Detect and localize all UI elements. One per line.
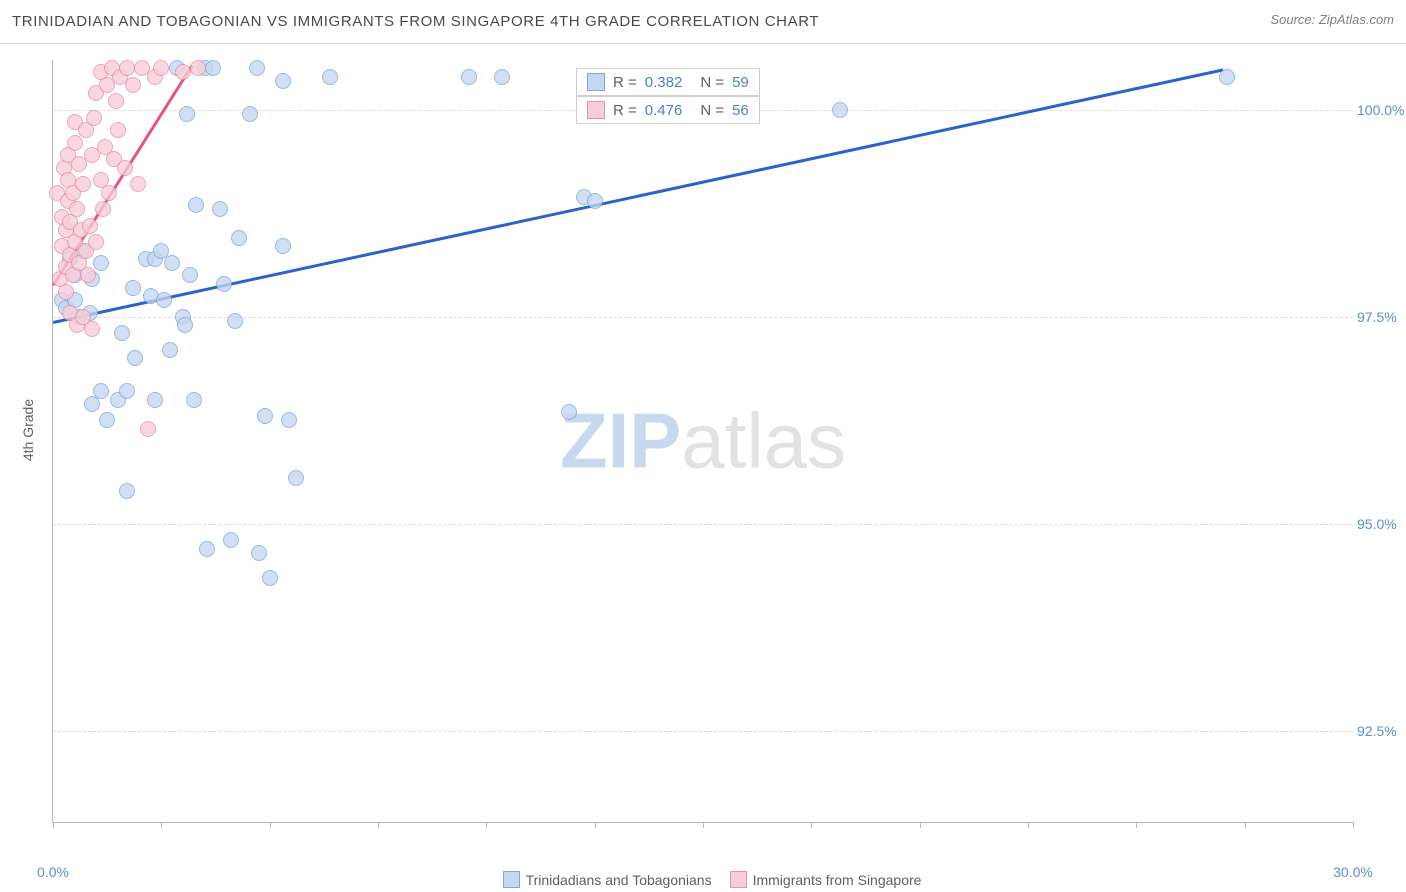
watermark: ZIPatlas (560, 396, 846, 487)
data-point-blue (249, 60, 265, 76)
plot-area: ZIPatlas 92.5%95.0%97.5%100.0%0.0%30.0%R… (52, 60, 1353, 823)
data-point-blue (231, 230, 247, 246)
data-point-blue (832, 102, 848, 118)
x-tick (1028, 822, 1029, 828)
data-point-pink (101, 185, 117, 201)
data-point-blue (93, 255, 109, 271)
data-point-blue (164, 255, 180, 271)
data-point-blue (179, 106, 195, 122)
legend-swatch-blue (503, 871, 520, 888)
data-point-blue (147, 392, 163, 408)
bottom-legend: Trinidadians and Tobagonians Immigrants f… (0, 871, 1406, 888)
x-tick (703, 822, 704, 828)
data-point-blue (322, 69, 338, 85)
gridline (53, 524, 1353, 525)
data-point-blue (223, 532, 239, 548)
x-tick (920, 822, 921, 828)
source-label: Source: ZipAtlas.com (1270, 12, 1394, 27)
x-tick (811, 822, 812, 828)
y-tick-label: 92.5% (1357, 723, 1406, 739)
y-tick-label: 97.5% (1357, 309, 1406, 325)
data-point-blue (227, 313, 243, 329)
data-point-blue (281, 412, 297, 428)
x-tick (161, 822, 162, 828)
data-point-pink (84, 321, 100, 337)
data-point-pink (69, 201, 85, 217)
legend-label-blue: Trinidadians and Tobagonians (526, 872, 712, 888)
gridline (53, 731, 1353, 732)
data-point-blue (205, 60, 221, 76)
data-point-pink (140, 421, 156, 437)
data-point-blue (188, 197, 204, 213)
data-point-pink (82, 218, 98, 234)
data-point-blue (262, 570, 278, 586)
x-tick (486, 822, 487, 828)
legend-swatch-pink (730, 871, 747, 888)
data-point-blue (119, 383, 135, 399)
data-point-pink (95, 201, 111, 217)
y-tick-label: 95.0% (1357, 516, 1406, 532)
data-point-blue (99, 412, 115, 428)
data-point-blue (127, 350, 143, 366)
data-point-pink (108, 93, 124, 109)
x-tick (378, 822, 379, 828)
data-point-blue (1219, 69, 1235, 85)
data-point-pink (175, 64, 191, 80)
legend-label-pink: Immigrants from Singapore (753, 872, 922, 888)
data-point-blue (212, 201, 228, 217)
data-point-blue (156, 292, 172, 308)
data-point-blue (162, 342, 178, 358)
x-tick (1353, 822, 1354, 828)
data-point-blue (182, 267, 198, 283)
data-point-pink (67, 135, 83, 151)
y-axis-title: 4th Grade (20, 399, 36, 461)
data-point-pink (86, 110, 102, 126)
data-point-pink (117, 160, 133, 176)
data-point-pink (190, 60, 206, 76)
data-point-blue (125, 280, 141, 296)
data-point-blue (288, 470, 304, 486)
data-point-blue (587, 193, 603, 209)
data-point-blue (177, 317, 193, 333)
data-point-pink (80, 267, 96, 283)
data-point-blue (461, 69, 477, 85)
x-tick (1136, 822, 1137, 828)
data-point-blue (494, 69, 510, 85)
data-point-pink (75, 176, 91, 192)
data-point-blue (275, 238, 291, 254)
x-tick (595, 822, 596, 828)
data-point-blue (242, 106, 258, 122)
x-tick (1245, 822, 1246, 828)
data-point-blue (251, 545, 267, 561)
data-point-blue (119, 483, 135, 499)
data-point-pink (130, 176, 146, 192)
stat-box-pink: R =0.476N =56 (576, 96, 760, 124)
data-point-pink (119, 60, 135, 76)
data-point-blue (216, 276, 232, 292)
gridline (53, 317, 1353, 318)
x-tick (270, 822, 271, 828)
data-point-blue (93, 383, 109, 399)
data-point-blue (275, 73, 291, 89)
data-point-blue (186, 392, 202, 408)
chart-title: TRINIDADIAN AND TOBAGONIAN VS IMMIGRANTS… (12, 13, 819, 30)
data-point-pink (125, 77, 141, 93)
data-point-pink (88, 234, 104, 250)
data-point-blue (199, 541, 215, 557)
data-point-pink (153, 60, 169, 76)
data-point-blue (257, 408, 273, 424)
data-point-pink (110, 122, 126, 138)
y-tick-label: 100.0% (1357, 102, 1406, 118)
data-point-pink (58, 284, 74, 300)
x-tick (53, 822, 54, 828)
data-point-blue (561, 404, 577, 420)
data-point-blue (114, 325, 130, 341)
stat-box-blue: R =0.382N =59 (576, 68, 760, 96)
